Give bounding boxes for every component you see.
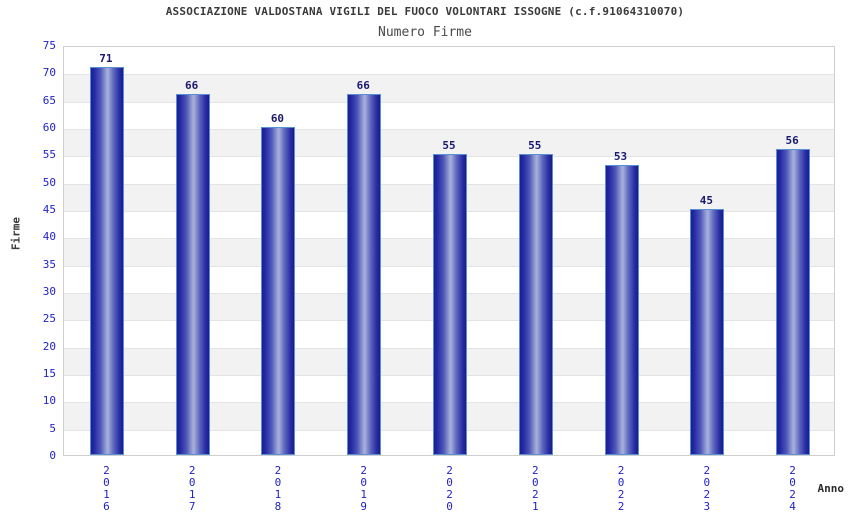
y-tick-label: 50: [42, 175, 56, 189]
x-tick-label: 2021: [528, 464, 542, 512]
y-tick-label: 0: [49, 449, 56, 462]
x-tick-label: 2024: [786, 464, 800, 512]
y-tick-label: 70: [42, 66, 56, 80]
chart-title: ASSOCIAZIONE VALDOSTANA VIGILI DEL FUOCO…: [165, 5, 685, 18]
y-tick-label: 55: [42, 148, 56, 162]
bar[interactable]: [690, 209, 725, 455]
chart-subtitle: Numero Firme: [378, 25, 472, 40]
bar-value-label: 56: [785, 133, 799, 147]
x-axis-title: Anno: [817, 482, 845, 495]
y-tick-label: 35: [42, 257, 56, 271]
x-tick-label: 2017: [185, 464, 199, 512]
gridline: [64, 74, 834, 76]
x-tick-label: 2023: [700, 464, 714, 512]
y-tick-label: 40: [42, 230, 56, 244]
x-tick-label: 2019: [357, 464, 371, 512]
y-axis-title: Firme: [9, 216, 23, 251]
bar-value-label: 45: [699, 194, 713, 207]
x-tick-label: 2020: [443, 464, 456, 512]
bar[interactable]: [175, 94, 210, 455]
y-tick-label: 25: [42, 312, 56, 326]
bar-value-label: 55: [442, 139, 456, 153]
y-tick-label: 5: [49, 421, 56, 435]
bar[interactable]: [604, 165, 639, 455]
x-tick-label: 2016: [99, 464, 113, 512]
bar-value-label: 60: [270, 112, 285, 125]
bar-value-label: 71: [99, 51, 113, 65]
bar[interactable]: [261, 127, 296, 455]
y-tick-label: 65: [42, 93, 56, 107]
bar[interactable]: [776, 148, 811, 455]
bar[interactable]: [518, 154, 553, 455]
gridline: [64, 101, 834, 103]
bar[interactable]: [433, 154, 467, 455]
y-tick-label: 20: [42, 339, 56, 353]
y-tick-label: 10: [42, 394, 56, 408]
y-tick-label: 15: [42, 367, 56, 380]
y-tick-label: 60: [42, 121, 56, 134]
bar[interactable]: [347, 94, 382, 455]
y-axis: 75 70 65 60 55 50 45 40 35 30 25 20 15 10 5 0: [0, 0, 56, 500]
x-tick-label: 2022: [614, 464, 628, 512]
y-tick-label: 30: [42, 285, 56, 298]
bar-value-label: 53: [613, 150, 628, 164]
bar-value-label: 66: [356, 79, 370, 93]
x-tick-label: 2018: [271, 464, 285, 512]
bar[interactable]: [89, 66, 124, 455]
bar-value-label: 66: [185, 79, 199, 93]
y-tick-label: 75: [42, 39, 56, 52]
plot-area: [63, 46, 835, 456]
bar-value-label: 55: [528, 139, 542, 153]
gridline: [64, 129, 834, 130]
y-tick-label: 45: [42, 203, 56, 216]
